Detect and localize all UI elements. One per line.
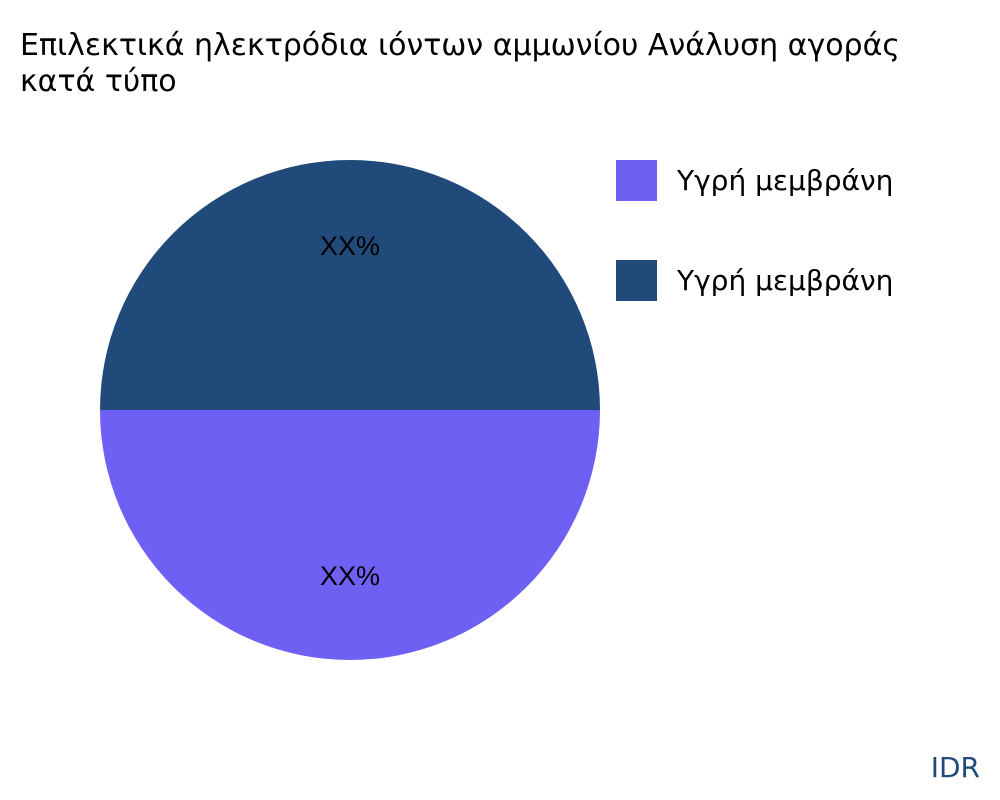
title-line-2: κατά τύπο bbox=[20, 64, 177, 99]
brand-logo-text: IDR bbox=[930, 751, 980, 784]
legend-label: Υγρή μεμβράνη bbox=[677, 264, 894, 297]
legend-swatch bbox=[616, 160, 657, 201]
slice-label: XX% bbox=[320, 231, 380, 261]
legend-item: Υγρή μεμβράνη bbox=[616, 160, 893, 201]
legend-item: Υγρή μεμβράνη bbox=[616, 260, 893, 301]
chart-title: Επιλεκτικά ηλεκτρόδια ιόντων αμμωνίου Αν… bbox=[20, 28, 900, 100]
pie-slice bbox=[100, 160, 600, 410]
legend-swatch bbox=[616, 260, 657, 301]
title-line-1: Επιλεκτικά ηλεκτρόδια ιόντων αμμωνίου Αν… bbox=[20, 28, 900, 63]
legend-label: Υγρή μεμβράνη bbox=[677, 164, 894, 197]
slice-label: XX% bbox=[320, 561, 380, 591]
pie-slice bbox=[100, 410, 600, 660]
